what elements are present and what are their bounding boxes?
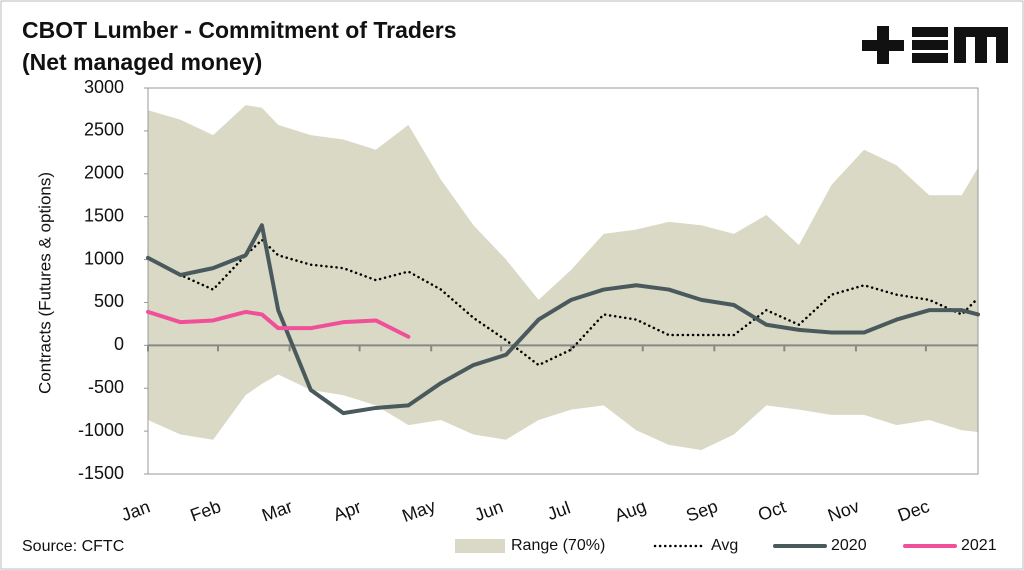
legend-label: 2021 — [961, 537, 997, 554]
plot-area — [147, 87, 979, 475]
chart-subtitle: (Net managed money) — [22, 49, 262, 75]
y-tick-label: 1000 — [84, 248, 124, 268]
logo — [862, 26, 1008, 64]
series-line — [146, 309, 411, 339]
legend-swatch — [455, 539, 505, 553]
y-tick-label: -500 — [88, 377, 124, 397]
y-axis-label: Contracts (Futures & options) — [35, 172, 54, 394]
chart-title: CBOT Lumber - Commitment of Traders — [22, 17, 456, 43]
y-tick-label: 0 — [114, 334, 124, 354]
y-tick-label: 1500 — [84, 205, 124, 225]
legend-label: Range (70%) — [511, 537, 605, 554]
y-tick-label: 2500 — [84, 120, 124, 140]
range-band — [148, 105, 978, 450]
y-tick-label: -1500 — [78, 463, 124, 483]
y-tick-label: 3000 — [84, 77, 124, 97]
y-tick-label: 2000 — [84, 163, 124, 183]
series-line — [146, 238, 980, 367]
y-tick-label: -1000 — [78, 420, 124, 440]
y-tick-label: 500 — [94, 291, 124, 311]
series-line — [146, 223, 980, 416]
legend-label: Avg — [711, 537, 738, 554]
legend-label: 2020 — [831, 537, 867, 554]
source: Source: CFTC — [22, 538, 124, 555]
